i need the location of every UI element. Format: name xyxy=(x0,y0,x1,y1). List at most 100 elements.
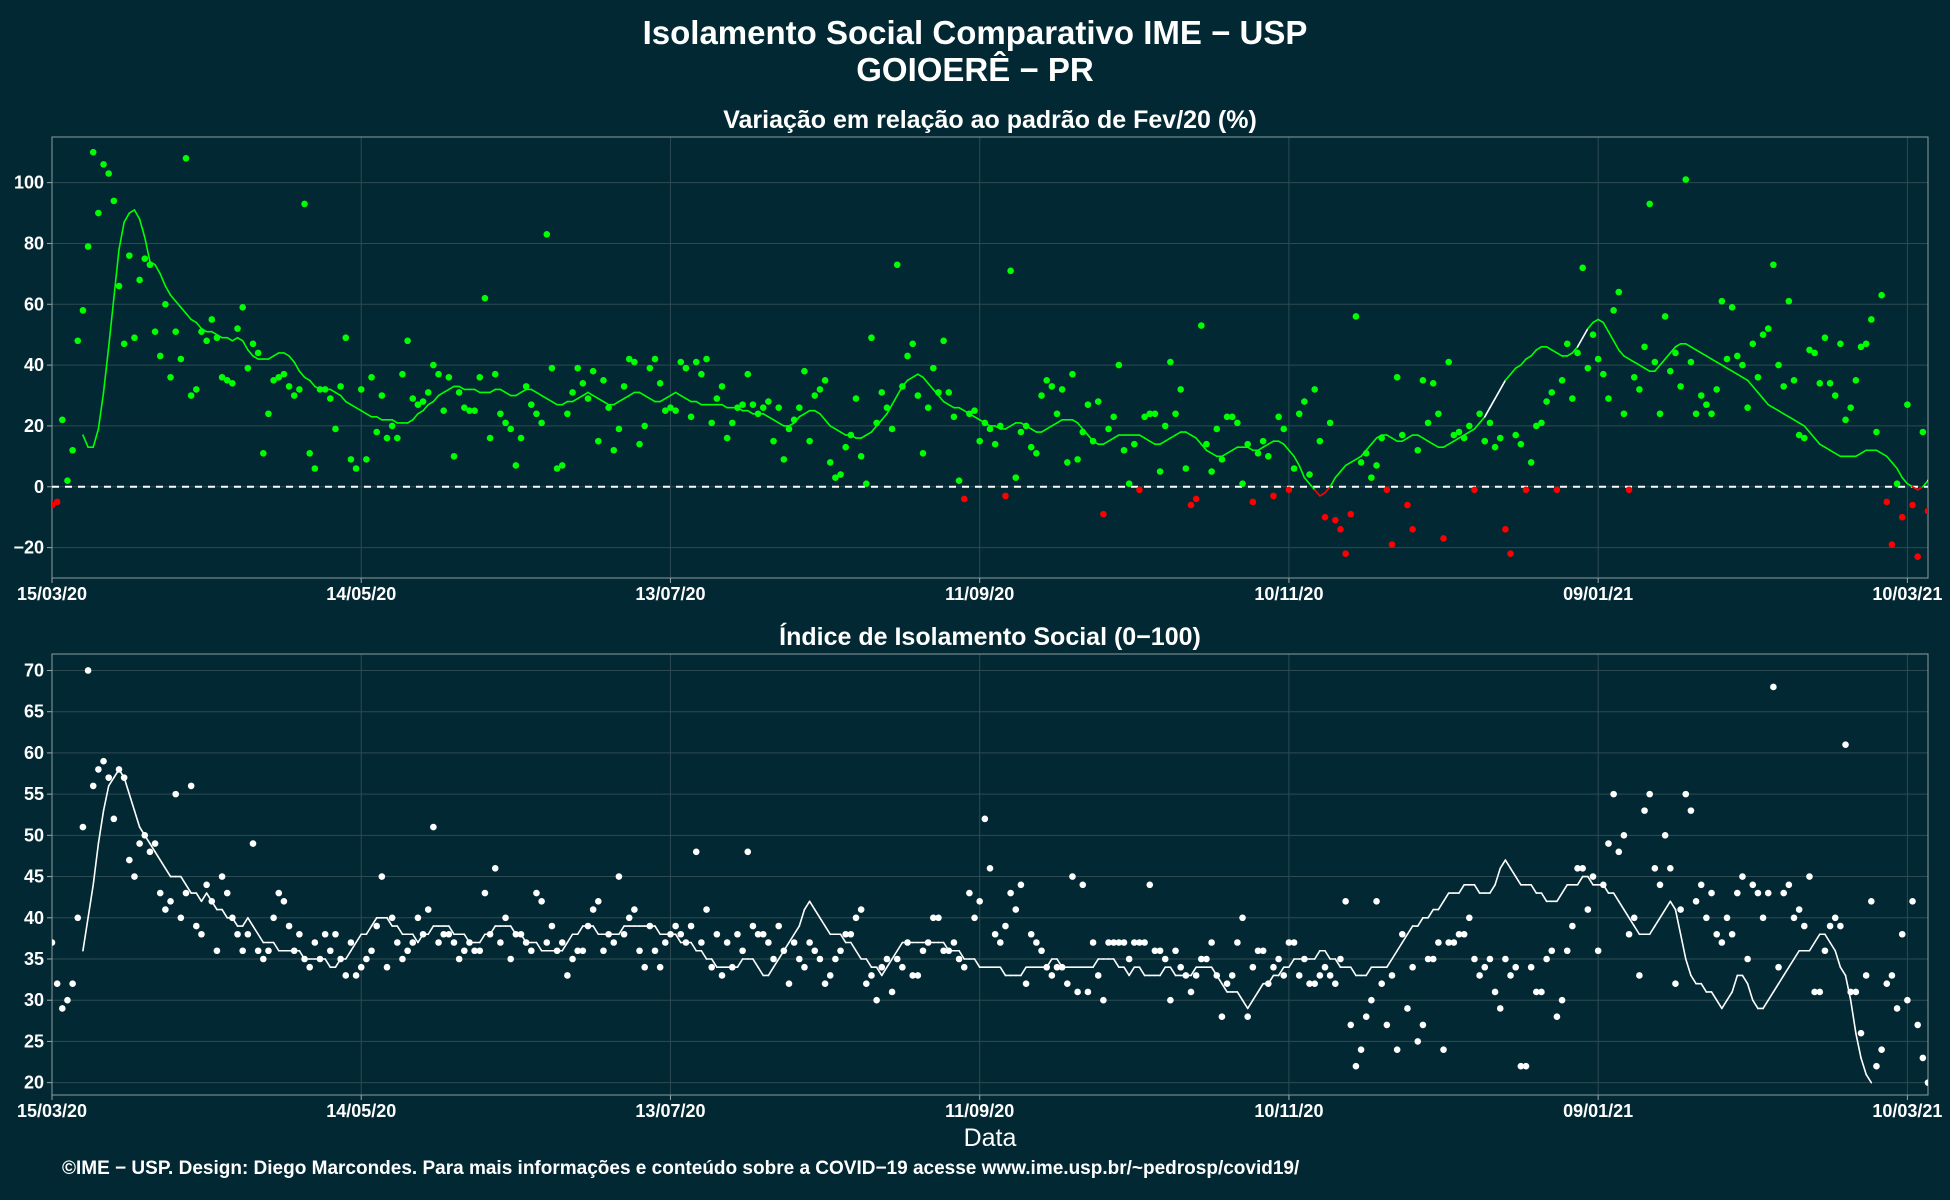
index-trend-segment xyxy=(1741,974,1749,985)
variation-point xyxy=(100,161,107,168)
index-point xyxy=(265,947,272,955)
variation-trend-segment xyxy=(1056,419,1063,424)
index-trend-segment xyxy=(535,941,543,952)
variation-trend-segment xyxy=(721,403,728,409)
variation-trend-segment xyxy=(1654,364,1661,372)
variation-point xyxy=(249,340,257,348)
variation-trend-segment xyxy=(922,376,929,385)
footer-credit: ©IME − USP. Design: Diego Marcondes. Par… xyxy=(62,1158,1300,1179)
variation-trend-segment xyxy=(1324,485,1331,494)
index-trend-segment xyxy=(149,842,156,853)
variation-point xyxy=(239,304,246,311)
index-point xyxy=(1770,683,1777,691)
variation-point xyxy=(1208,468,1215,475)
index-point xyxy=(1259,947,1267,955)
variation-point xyxy=(775,404,782,411)
variation-trend-segment xyxy=(314,385,321,391)
index-point xyxy=(796,955,803,963)
variation-point xyxy=(1713,386,1720,393)
index-point xyxy=(146,848,154,856)
variation-point xyxy=(450,453,458,460)
variation-point xyxy=(1656,410,1664,418)
variation-point xyxy=(744,370,752,378)
index-point xyxy=(327,947,334,955)
variation-trend-segment xyxy=(1607,330,1615,342)
variation-trend-segment xyxy=(154,263,162,275)
index-trend-segment xyxy=(1458,884,1465,894)
index-trend-segment xyxy=(824,925,832,936)
variation-trend-segment xyxy=(1200,443,1208,452)
variation-trend-segment xyxy=(1880,452,1888,458)
variation-point xyxy=(1553,486,1561,494)
variation-trend-segment xyxy=(1684,343,1692,348)
index-trend-segment xyxy=(1860,1057,1867,1076)
variation-trend-segment xyxy=(1370,437,1378,445)
index-point xyxy=(1094,972,1102,979)
panel-title: Variação em relação ao padrão de Fev/20 … xyxy=(723,106,1257,134)
variation-trend-segment xyxy=(138,218,146,239)
x-tick-label: 09/01/21 xyxy=(1563,1101,1633,1121)
index-point xyxy=(455,955,463,963)
index-trend-segment xyxy=(1715,999,1723,1010)
variation-point xyxy=(672,407,679,415)
y-tick-label: 60 xyxy=(24,743,44,763)
variation-point xyxy=(1275,413,1282,421)
index-point xyxy=(167,897,174,905)
index-trend-segment xyxy=(999,966,1007,977)
variation-point xyxy=(651,355,659,363)
index-point xyxy=(1589,873,1597,880)
variation-point xyxy=(528,401,535,408)
variation-point xyxy=(1234,419,1241,427)
variation-trend-segment xyxy=(1824,446,1831,452)
variation-point xyxy=(1311,386,1318,393)
variation-trend-segment xyxy=(432,394,440,403)
variation-trend-segment xyxy=(1514,364,1522,369)
index-point xyxy=(1404,1005,1411,1012)
index-point xyxy=(1347,1021,1355,1029)
y-tick-label: 100 xyxy=(14,173,44,193)
variation-trend-segment xyxy=(1293,455,1301,467)
variation-point xyxy=(59,416,66,424)
variation-trend-segment xyxy=(1257,446,1264,452)
variation-trend-segment xyxy=(283,352,290,357)
index-trend-segment xyxy=(1499,859,1507,870)
index-point xyxy=(244,930,252,938)
variation-trend-segment xyxy=(1757,391,1764,400)
variation-point xyxy=(1667,367,1674,375)
variation-point xyxy=(1198,322,1205,329)
variation-point xyxy=(332,425,339,433)
index-point xyxy=(1749,881,1757,889)
variation-trend-segment xyxy=(1535,346,1543,351)
index-point xyxy=(1868,897,1875,905)
index-trend-segment xyxy=(1386,958,1393,969)
variation-trend-segment xyxy=(896,385,904,397)
index-trend-segment xyxy=(1396,941,1404,952)
variation-trend-segment xyxy=(1478,416,1486,424)
index-point xyxy=(1651,865,1659,872)
variation-point xyxy=(548,364,556,372)
index-point xyxy=(100,757,107,765)
index-point xyxy=(363,955,370,963)
variation-point xyxy=(1527,459,1535,466)
variation-point xyxy=(1898,513,1906,521)
variation-point xyxy=(1677,383,1684,390)
index-point xyxy=(1306,980,1313,988)
index-trend-segment xyxy=(1324,949,1331,960)
index-trend-segment xyxy=(138,826,146,837)
index-point xyxy=(1785,881,1793,889)
variation-trend-segment xyxy=(927,382,935,391)
index-point xyxy=(461,947,468,955)
index-point xyxy=(1543,955,1550,963)
index-point xyxy=(1873,1062,1880,1070)
variation-trend-segment xyxy=(1427,440,1435,445)
variation-trend-segment xyxy=(1896,467,1904,479)
y-tick-label: 70 xyxy=(24,660,44,680)
index-trend-segment xyxy=(1746,982,1754,1002)
index-point xyxy=(770,955,777,963)
variation-point xyxy=(507,425,514,433)
index-point xyxy=(1326,972,1334,979)
panel-title: Índice de Isolamento Social (0−100) xyxy=(779,622,1201,651)
variation-trend-segment xyxy=(1875,449,1883,455)
variation-trend-segment xyxy=(1102,440,1110,445)
index-trend-segment xyxy=(886,958,893,969)
